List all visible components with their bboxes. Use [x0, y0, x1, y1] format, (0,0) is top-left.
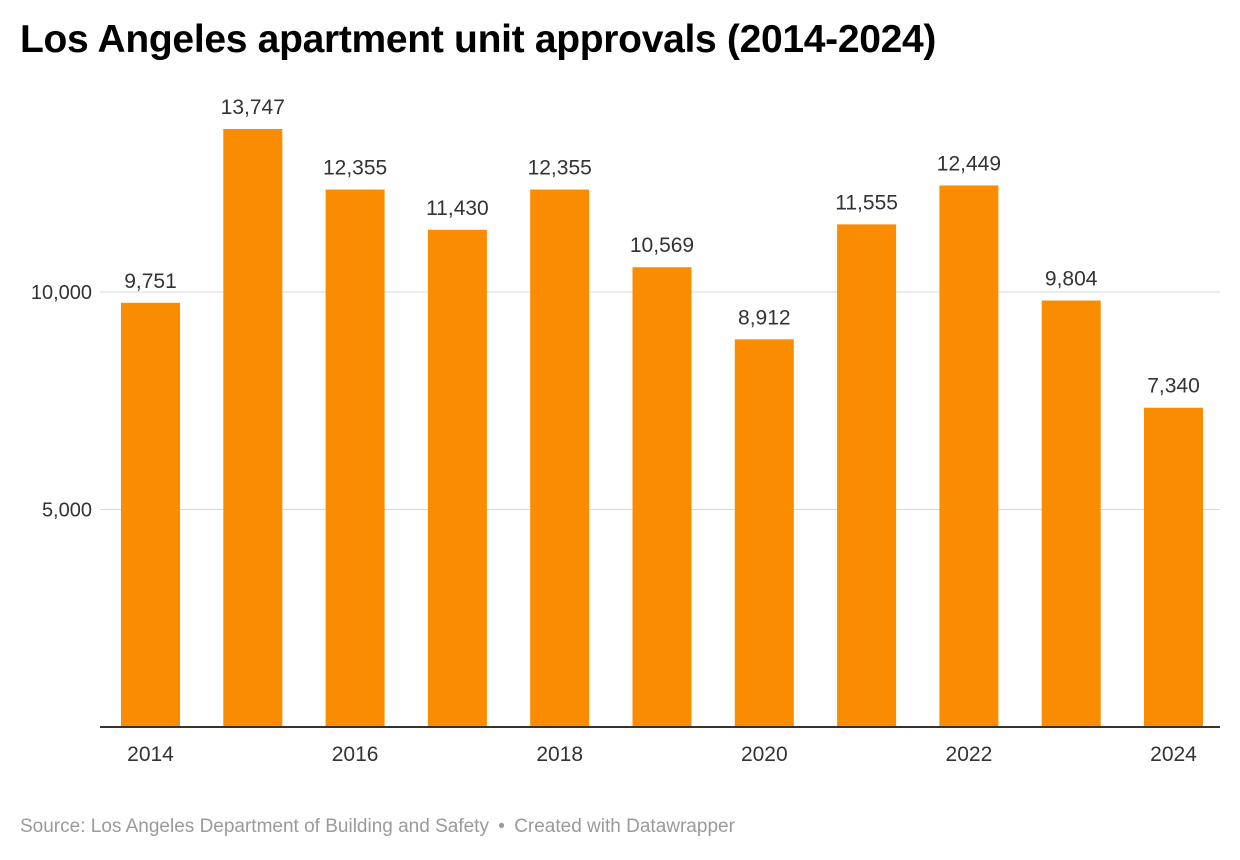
- footer-separator: •: [498, 816, 505, 837]
- bar-2017: [427, 229, 487, 728]
- bar-2022: [939, 185, 999, 727]
- value-label: 8,912: [738, 306, 791, 329]
- x-tick-label: 2020: [741, 743, 788, 766]
- value-label: 11,555: [835, 191, 898, 214]
- value-label: 13,747: [221, 96, 285, 119]
- y-tick-label: 10,000: [31, 282, 92, 304]
- bar-2020: [734, 339, 794, 727]
- source-note: Source: Los Angeles Department of Buildi…: [20, 816, 489, 837]
- value-label: 12,355: [323, 157, 387, 180]
- bar-2023: [1041, 300, 1101, 727]
- bar-2019: [632, 267, 692, 727]
- value-label: 11,430: [426, 197, 489, 220]
- value-label: 12,355: [528, 157, 592, 180]
- bar-2014: [121, 302, 180, 727]
- credit-note: Created with Datawrapper: [514, 816, 735, 837]
- x-tick-label: 2018: [536, 743, 583, 766]
- chart-footer: Source: Los Angeles Department of Buildi…: [20, 816, 735, 838]
- bar-2021: [837, 224, 897, 728]
- x-tick-label: 2024: [1150, 743, 1197, 766]
- value-label: 9,751: [124, 270, 177, 293]
- value-label: 9,804: [1045, 268, 1098, 291]
- x-tick-label: 2022: [946, 743, 993, 766]
- y-tick-label: 5,000: [42, 500, 92, 522]
- x-tick-label: 2014: [127, 743, 174, 766]
- value-label: 7,340: [1147, 375, 1200, 398]
- value-label: 12,449: [937, 152, 1001, 175]
- bar-2016: [325, 189, 385, 727]
- x-tick-label: 2016: [332, 743, 379, 766]
- bar-chart: 5,000 10,000 9,751 2014 13,747 12,355 2016 11,4…: [31, 96, 1220, 766]
- value-label: 10,569: [630, 234, 694, 257]
- bar-2015: [223, 129, 283, 727]
- chart-title: Los Angeles apartment unit approvals (20…: [20, 18, 937, 61]
- bar-2018: [530, 189, 590, 727]
- bar-2024: [1144, 407, 1203, 727]
